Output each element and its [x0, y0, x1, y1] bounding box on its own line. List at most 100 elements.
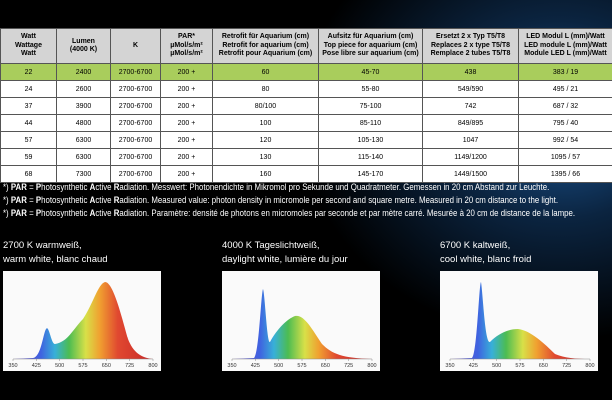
- x-tick-label: 575: [515, 363, 524, 369]
- table-body: 22 2400 2700-6700 200 +60 45-70 438 383 / 19 24…: [0, 63, 612, 183]
- note-text: *): [3, 195, 11, 206]
- x-tick-label: 500: [274, 363, 283, 369]
- note-text: PAR: [10, 208, 27, 219]
- table-row: 22 2400 2700-6700 200 +60 45-70 438 383 / 19: [0, 63, 612, 81]
- table-cell: 2700-6700: [110, 80, 161, 98]
- table-cell: 383 / 19: [518, 63, 612, 81]
- x-tick-label: 350: [8, 363, 17, 369]
- note-text: A: [89, 182, 96, 193]
- header-line: Wattage: [15, 41, 42, 49]
- x-tick-label: 650: [102, 363, 111, 369]
- table-cell: 1395 / 66: [518, 165, 612, 183]
- table-cell: 992 / 54: [518, 131, 612, 149]
- table-row: 68 7300 2700-6700 200 +160 145-170 1449/1500 1…: [0, 165, 612, 183]
- header-line: Retrofit for aquarium (cm): [222, 41, 309, 49]
- note-text: hotosynthetic: [41, 208, 90, 219]
- spectrum-label: cool white, blanc froid: [440, 254, 532, 265]
- table-cell: 2700-6700: [110, 114, 161, 132]
- table-cell: 55-80: [318, 80, 423, 98]
- table-row: 44 4800 2700-6700 200 +100 85-110 849/895 795 …: [0, 114, 612, 132]
- x-tick-label: 725: [344, 363, 353, 369]
- x-tick-label: 800: [585, 363, 594, 369]
- x-tick-label: 500: [55, 363, 64, 369]
- note-text: ctive: [95, 208, 114, 219]
- note-text: R: [113, 208, 120, 219]
- table-cell: 1449/1500: [422, 165, 519, 183]
- note-text: R: [113, 195, 120, 206]
- table-cell: 57: [0, 131, 57, 149]
- spectrum-block: 2700 K warmweiß, warm white, blanc chaud…: [3, 239, 173, 371]
- x-tick-label: 575: [297, 363, 306, 369]
- table-cell: 59: [0, 148, 57, 166]
- note-text: =: [26, 195, 36, 206]
- table-cell: 24: [0, 80, 57, 98]
- x-tick-label: 800: [148, 363, 157, 369]
- x-tick-label: 725: [562, 363, 571, 369]
- x-tick-label: 425: [32, 363, 41, 369]
- table-cell: 200 +: [160, 131, 213, 149]
- note-text: *): [3, 182, 11, 193]
- x-tick-label: 725: [125, 363, 134, 369]
- table-cell: 795 / 40: [518, 114, 612, 132]
- note-text: adiation. Messwert: Photonendichte in Mi…: [119, 182, 550, 193]
- spectrum-block: 4000 K Tageslichtweiß, daylight white, l…: [222, 239, 392, 371]
- table-cell: 549/590: [422, 80, 519, 98]
- table-cell: 22: [0, 63, 57, 81]
- table-cell: 115-140: [318, 148, 423, 166]
- table-cell: 2700-6700: [110, 131, 161, 149]
- table-cell: 120: [212, 131, 319, 149]
- table-cell: 2700-6700: [110, 148, 161, 166]
- table-cell: 200 +: [160, 97, 213, 115]
- table-cell: 2600: [56, 80, 111, 98]
- table-cell: 849/895: [422, 114, 519, 132]
- table-cell: 2700-6700: [110, 165, 161, 183]
- table-cell: 75-100: [318, 97, 423, 115]
- table-cell: 7300: [56, 165, 111, 183]
- spectrum-chart: 350 425 500 575 650 725 800: [222, 271, 380, 371]
- header-line: Module LED L (mm)/Watt: [524, 50, 607, 58]
- spectrum-curve: [450, 282, 590, 359]
- note-line: *) PAR = Photosynthetic Active Radiation…: [3, 207, 575, 220]
- x-tick-label: 350: [445, 363, 454, 369]
- table-cell: 80: [212, 80, 319, 98]
- spectrum-label: daylight white, lumière du jour: [222, 254, 348, 265]
- header-cell: K: [110, 28, 161, 64]
- x-tick-label: 650: [321, 363, 330, 369]
- note-text: adiation. Measured value: photon density…: [119, 195, 559, 206]
- table-cell: 687 / 32: [518, 97, 612, 115]
- table-cell: 2700-6700: [110, 97, 161, 115]
- header-cell: PAR* µMol/s/m² µMol/s/m²: [160, 28, 213, 64]
- header-cell: Aufsitz für Aquarium (cm) Top piece for a…: [318, 28, 423, 64]
- x-tick-label: 800: [367, 363, 376, 369]
- table-cell: 145-170: [318, 165, 423, 183]
- table-cell: 4800: [56, 114, 111, 132]
- table-cell: 200 +: [160, 165, 213, 183]
- header-cell: Retrofit für Aquarium (cm) Retrofit for a…: [212, 28, 319, 64]
- table-cell: 45-70: [318, 63, 423, 81]
- header-line: Replaces 2 x type T5/T8: [431, 41, 510, 49]
- header-line: µMol/s/m²: [170, 41, 203, 49]
- header-line: Retrofit pour Aquarium (cm): [218, 50, 313, 58]
- header-line: K: [132, 41, 139, 49]
- table-row: 57 6300 2700-6700 200 +120 105-130 1047 992 / …: [0, 131, 612, 149]
- note-text: A: [89, 208, 96, 219]
- note-text: ctive: [95, 182, 114, 193]
- header-line: Aufsitz für Aquarium (cm): [327, 33, 414, 41]
- note-text: hotosynthetic: [41, 195, 90, 206]
- x-tick-label: 650: [539, 363, 548, 369]
- header-line: Ersetzt 2 x Typ T5/T8: [435, 33, 506, 41]
- table-cell: 200 +: [160, 114, 213, 132]
- note-text: P: [35, 182, 42, 193]
- table-cell: 1095 / 57: [518, 148, 612, 166]
- spectrum-curve: [13, 282, 153, 359]
- table-cell: 200 +: [160, 63, 213, 81]
- spectrum-chart: 350 425 500 575 650 725 800: [440, 271, 598, 371]
- note-text: ctive: [95, 195, 114, 206]
- note-text: R: [113, 182, 120, 193]
- note-text: P: [35, 195, 42, 206]
- table-cell: 2700-6700: [110, 63, 161, 81]
- x-tick-label: 350: [227, 363, 236, 369]
- header-line: LED module L (mm)/Watt: [524, 41, 607, 49]
- header-cell: Ersetzt 2 x Typ T5/T8 Replaces 2 x type T…: [422, 28, 519, 64]
- table-cell: 160: [212, 165, 319, 183]
